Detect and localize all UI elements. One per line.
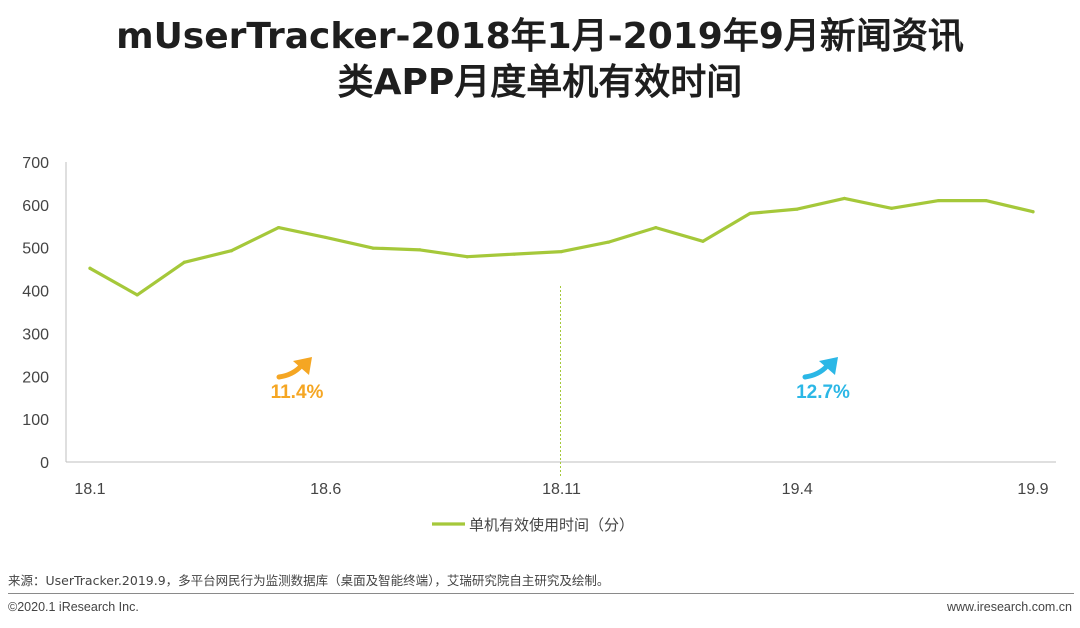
chart-title: mUserTracker-2018年1月-2019年9月新闻资讯 类APP月度单… [0, 14, 1080, 106]
x-axis: 18.1 18.6 18.11 19.4 19.9 [66, 461, 1056, 498]
data-point [371, 246, 375, 250]
x-tick-label: 18.11 [542, 481, 581, 498]
series [88, 196, 1035, 297]
data-point [607, 240, 611, 244]
data-point [135, 293, 139, 297]
data-point [889, 206, 894, 210]
y-axis: 0 100 200 300 400 500 600 700 [22, 155, 67, 472]
growth-rate-label: 11.4% [271, 382, 324, 403]
chart-title-line-1: mUserTracker-2018年1月-2019年9月新闻资讯 [116, 16, 964, 57]
data-point [559, 249, 564, 254]
trend-up-arrowhead-icon [293, 357, 312, 375]
copyright: ©2020.1 iResearch Inc. [8, 600, 139, 614]
trend-up-arrowhead-icon [819, 357, 838, 375]
y-tick-label: 500 [22, 241, 49, 258]
legend-label: 单机有效使用时间（分） [469, 516, 634, 534]
chart-title-line-2: 类APP月度单机有效时间 [337, 62, 743, 103]
y-tick-label: 400 [22, 284, 49, 301]
annotations: 11.4% 12.7% [271, 357, 850, 403]
data-point [842, 196, 847, 201]
data-point [418, 248, 422, 252]
y-tick-label: 300 [22, 326, 49, 343]
x-tick-label: 18.1 [74, 481, 105, 498]
data-point [1031, 210, 1035, 214]
y-tick-label: 100 [22, 412, 49, 429]
website-link[interactable]: www.iresearch.com.cn [946, 600, 1072, 614]
source-note: 来源：UserTracker.2019.9，多平台网民行为监测数据库（桌面及智能… [8, 573, 610, 588]
y-tick-label: 200 [22, 369, 49, 386]
y-tick-label: 700 [22, 155, 49, 172]
data-point [182, 260, 186, 264]
footer-divider [8, 593, 1074, 594]
legend: 单机有效使用时间（分） [432, 516, 634, 534]
data-point [984, 198, 988, 203]
data-point [512, 252, 516, 256]
data-point [229, 249, 234, 253]
x-tick-label: 19.9 [1017, 481, 1048, 498]
y-tick-label: 600 [22, 198, 49, 215]
data-point [748, 211, 752, 216]
x-tick-label: 18.6 [310, 481, 341, 498]
data-point [701, 239, 705, 243]
data-point [88, 266, 92, 270]
x-tick-label: 19.4 [782, 481, 813, 498]
series-line [88, 196, 1035, 297]
growth-rate-label: 12.7% [796, 382, 850, 403]
trend-up-arrow-icon [802, 363, 830, 380]
y-tick-label: 0 [40, 455, 49, 472]
data-point [654, 225, 658, 230]
line-chart: 0 100 200 300 400 500 600 700 18.1 18.6 18.11 19.4… [22, 155, 1056, 534]
trend-up-arrow-icon [276, 363, 304, 380]
data-point [465, 255, 469, 259]
data-point [937, 198, 941, 203]
data-point [795, 207, 799, 211]
data-point [277, 225, 281, 230]
data-point [324, 235, 328, 240]
